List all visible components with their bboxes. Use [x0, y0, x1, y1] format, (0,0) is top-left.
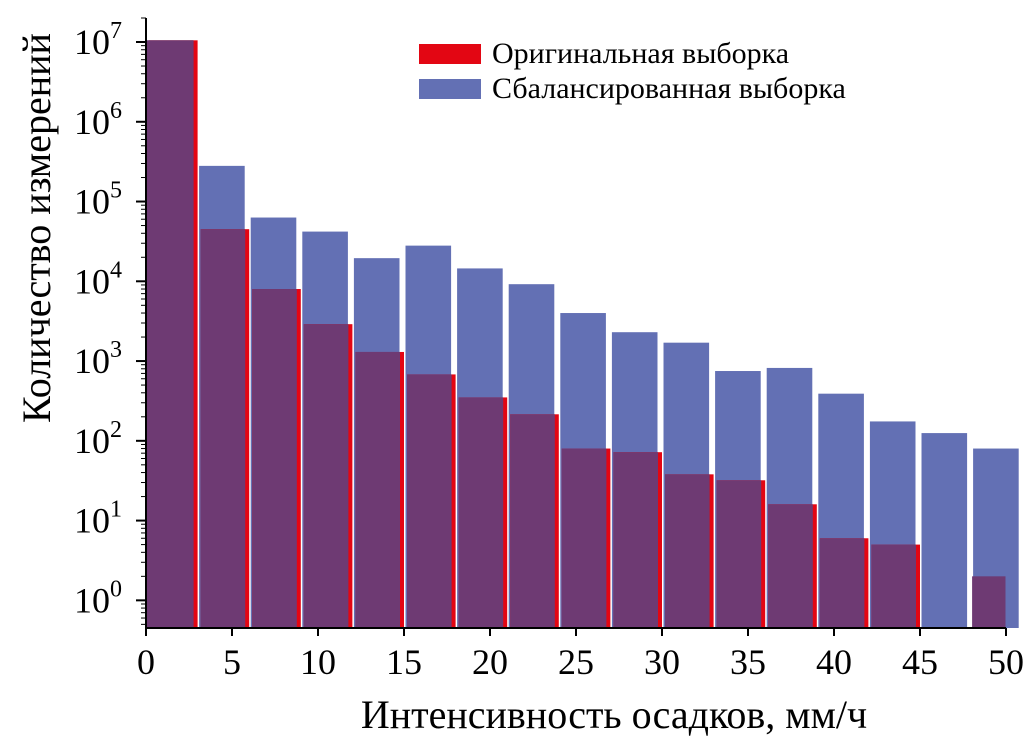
bar-overlap: [665, 474, 710, 628]
bar-overlap: [355, 351, 400, 628]
bar-overlap: [768, 504, 813, 628]
y-axis-title: Количество измерений: [14, 33, 59, 423]
y-tick-label: 106: [74, 98, 122, 142]
bar-overlap: [458, 397, 504, 628]
legend-label-original: Оригинальная выборка: [492, 37, 789, 70]
bar-overlap: [819, 538, 865, 628]
x-tick-label: 35: [730, 642, 766, 682]
bar-overlap: [147, 40, 194, 629]
bar-overlap: [716, 480, 762, 628]
x-tick-label: 0: [137, 642, 155, 682]
bar-overlap: [871, 544, 916, 628]
x-axis-title: Интенсивность осадков, мм/ч: [361, 692, 867, 737]
legend-swatch-original: [419, 44, 481, 64]
x-tick-label: 40: [816, 642, 852, 682]
x-tick-label: 15: [386, 642, 422, 682]
y-tick-label: 107: [74, 18, 122, 62]
bar-extra: [972, 576, 1006, 628]
x-tick-label: 20: [472, 642, 508, 682]
axes-layer: 0 5 10 15 20 25 30 35 40 45 50 100 101 102 103 104 105 10…: [74, 17, 1024, 682]
x-tick-label: 10: [300, 642, 336, 682]
bars-layer: [147, 40, 1019, 629]
y-tick-label: 102: [74, 417, 122, 461]
legend-swatch-balanced: [419, 79, 481, 99]
bar-overlap: [510, 414, 555, 628]
x-tick-label: 30: [644, 642, 680, 682]
x-tick-label: 50: [988, 642, 1024, 682]
y-tick-label: 101: [74, 497, 122, 541]
y-tick-label: 103: [74, 337, 122, 381]
bar-overlap: [303, 324, 349, 628]
bar-overlap: [613, 452, 658, 628]
bar-overlap: [200, 229, 246, 628]
bar-overlap: [561, 448, 607, 628]
bar-overlap: [252, 289, 297, 628]
y-tick-label: 105: [74, 178, 122, 222]
bar-overlap: [407, 374, 452, 628]
y-tick-label: 100: [74, 576, 122, 620]
legend: Оригинальная выборка Сбалансированная вы…: [419, 37, 846, 105]
x-tick-label: 25: [558, 642, 594, 682]
x-tick-label: 5: [223, 642, 241, 682]
legend-label-balanced: Сбалансированная выборка: [492, 72, 846, 105]
x-tick-label: 45: [902, 642, 938, 682]
y-tick-label: 104: [74, 257, 122, 301]
bar-balanced: [921, 433, 968, 628]
